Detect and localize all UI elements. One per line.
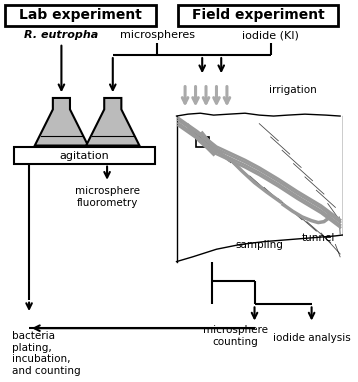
Bar (5, 5, 156, 26)
Bar (178, 5, 338, 26)
Text: microsphere
counting: microsphere counting (203, 325, 268, 346)
Bar (197, 137, 209, 147)
Text: irrigation: irrigation (269, 85, 316, 96)
Polygon shape (35, 98, 88, 146)
Text: R. eutropha: R. eutropha (24, 30, 98, 40)
Text: sampling: sampling (236, 240, 284, 251)
Text: iodide (KI): iodide (KI) (242, 30, 299, 40)
Bar (14, 147, 155, 163)
Text: microsphere
fluorometry: microsphere fluorometry (74, 186, 140, 208)
Text: bacteria
plating,
incubation,
and counting: bacteria plating, incubation, and counti… (12, 331, 81, 376)
Text: Lab experiment: Lab experiment (19, 8, 142, 22)
Text: microspheres: microspheres (120, 30, 195, 40)
Text: iodide analysis: iodide analysis (273, 333, 350, 343)
Text: agitation: agitation (59, 151, 109, 160)
Text: Field experiment: Field experiment (192, 8, 325, 22)
Polygon shape (86, 98, 139, 146)
Text: tunnel: tunnel (302, 233, 335, 243)
